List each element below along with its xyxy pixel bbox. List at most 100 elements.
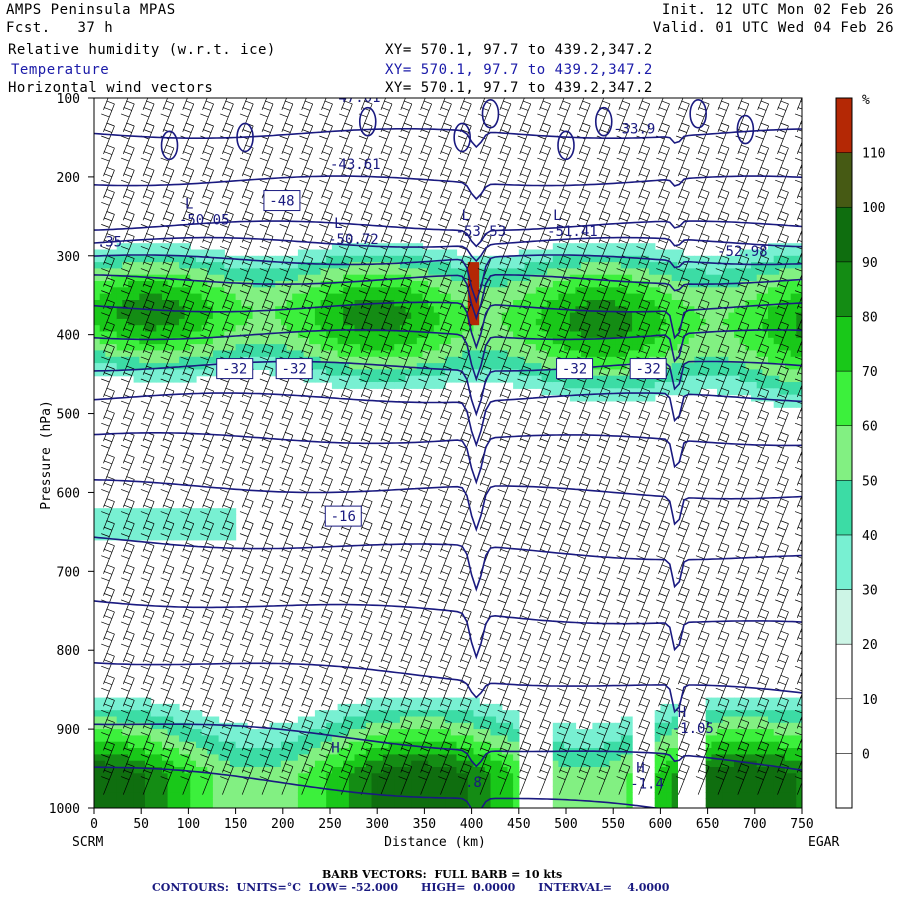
rh-cell (258, 729, 265, 736)
rh-cell (654, 318, 661, 326)
rh-cell (207, 716, 214, 724)
rh-cell (173, 287, 180, 295)
rh-cell (773, 312, 780, 320)
rh-cell (654, 785, 661, 793)
rh-cell (184, 243, 191, 251)
rh-cell (235, 318, 242, 326)
rh-cell (530, 325, 537, 333)
rh-cell (496, 262, 503, 269)
rh-cell (654, 262, 661, 269)
rh-cell (184, 804, 191, 808)
rh-cell (252, 735, 259, 743)
rh-cell (399, 773, 407, 781)
rh-cell (768, 722, 775, 730)
rh-cell (603, 344, 611, 351)
rh-cell (552, 369, 560, 377)
rh-cell (354, 300, 361, 307)
rh-cell (179, 792, 186, 800)
rh-cell (654, 281, 661, 288)
rh-cell (337, 369, 344, 377)
wind-barb (120, 630, 135, 663)
rh-cell (683, 287, 690, 295)
rh-cell (705, 318, 712, 326)
rh-cell (615, 760, 622, 768)
rh-cell (739, 369, 746, 377)
rh-cell (711, 697, 718, 705)
rh-cell (309, 748, 316, 755)
rh-cell (371, 735, 378, 743)
rh-cell (564, 255, 571, 263)
rh-cell (773, 255, 780, 263)
rh-cell (122, 804, 129, 808)
rh-cell (739, 748, 746, 755)
rh-cell (433, 382, 441, 389)
rh-cell (677, 287, 684, 295)
rh-cell (116, 300, 123, 307)
rh-cell (569, 754, 577, 762)
rh-cell (331, 306, 339, 314)
rh-cell (450, 697, 458, 705)
rh-cell (196, 785, 203, 793)
rh-cell (105, 735, 112, 743)
rh-cell (207, 325, 214, 333)
rh-cell (745, 331, 752, 339)
rh-cell (212, 508, 220, 516)
rh-cell (700, 382, 707, 389)
rh-cell (728, 350, 735, 358)
rh-cell (416, 798, 424, 806)
rh-cell (428, 268, 435, 276)
rh-cell (314, 363, 322, 370)
rh-cell (116, 710, 123, 718)
rh-cell (785, 703, 792, 711)
rh-cell (615, 243, 622, 251)
rh-cell (303, 312, 310, 320)
rh-cell (717, 703, 724, 711)
rh-cell (145, 514, 152, 522)
rh-cell (473, 350, 480, 358)
rh-cell (654, 798, 661, 806)
rh-cell (348, 262, 356, 269)
rh-cell (649, 350, 656, 358)
rh-cell (535, 325, 543, 333)
rh-cell (530, 312, 537, 320)
rh-cell (139, 792, 146, 800)
rh-cell (609, 306, 616, 314)
rh-cell (722, 388, 729, 396)
rh-cell (745, 312, 752, 320)
rh-cell (246, 255, 254, 263)
rh-cell (145, 520, 152, 528)
rh-cell (156, 729, 163, 736)
rh-cell (128, 779, 135, 787)
rh-cell (751, 331, 758, 339)
rh-cell (428, 716, 435, 724)
wind-barb (259, 608, 274, 641)
rh-cell (365, 760, 373, 768)
rh-cell (496, 741, 503, 749)
wind-barb (239, 652, 254, 685)
rh-cell (473, 767, 480, 774)
rh-cell (105, 748, 112, 755)
wind-barb (261, 98, 268, 110)
rh-cell (581, 798, 588, 806)
rh-cell (473, 369, 480, 377)
rh-cell (456, 350, 463, 358)
rh-cell (377, 710, 384, 718)
rh-cell (762, 293, 769, 301)
rh-cell (411, 249, 418, 257)
rh-cell (139, 710, 146, 718)
rh-cell (603, 382, 611, 389)
rh-cell (796, 268, 802, 276)
rh-cell (660, 722, 667, 730)
wind-barb (160, 233, 175, 265)
rh-cell (660, 306, 667, 314)
forecast-hour: Fcst. 37 h (6, 20, 113, 37)
rh-cell (694, 331, 701, 339)
rh-cell (722, 268, 729, 276)
rh-cell (411, 325, 418, 333)
rh-cell (660, 773, 667, 781)
rh-cell (173, 527, 180, 535)
rh-cell (229, 760, 237, 768)
rh-cell (592, 804, 599, 808)
rh-cell (184, 735, 191, 743)
rh-cell (751, 785, 758, 793)
